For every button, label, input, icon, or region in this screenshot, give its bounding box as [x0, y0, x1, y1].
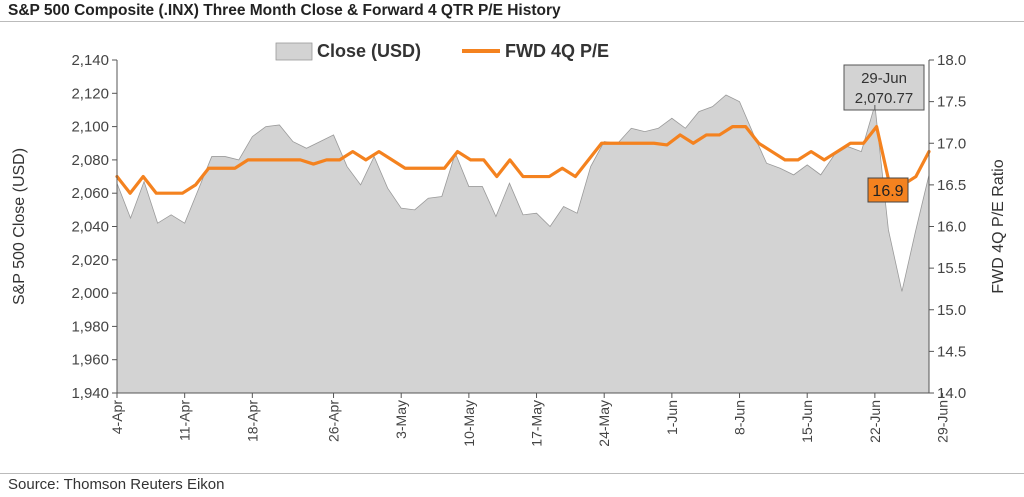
y-tick-label: 1,940: [71, 385, 109, 402]
y2-tick-label: 14.5: [937, 343, 966, 360]
y2-tick-label: 16.0: [937, 219, 966, 236]
close-callout-date: 29-Jun: [861, 70, 907, 87]
y-tick-label: 1,980: [71, 318, 109, 335]
x-tick-label: 11-Apr: [177, 400, 193, 441]
x-tick-label: 24-May: [596, 400, 612, 447]
chart-title: S&P 500 Composite (.INX) Three Month Clo…: [8, 2, 561, 19]
y-tick-label: 2,060: [71, 185, 109, 202]
y-tick-label: 2,040: [71, 219, 109, 236]
y2-axis-title: FWD 4Q P/E Ratio: [990, 159, 1007, 293]
x-tick-label: 29-Jun: [935, 400, 951, 443]
y-tick-label: 2,000: [71, 285, 109, 302]
y2-tick-label: 15.5: [937, 260, 966, 277]
y-tick-label: 2,020: [71, 252, 109, 269]
pe-callout-value: 16.9: [872, 183, 903, 200]
close-callout-value: 2,070.77: [855, 90, 913, 107]
y2-tick-label: 14.0: [937, 385, 966, 402]
y2-tick-label: 17.5: [937, 94, 966, 111]
y-tick-label: 2,080: [71, 152, 109, 169]
x-tick-label: 1-Jun: [664, 400, 680, 435]
x-tick-label: 26-Apr: [326, 400, 342, 442]
y2-tick-label: 15.0: [937, 302, 966, 319]
x-tick-label: 17-May: [529, 400, 545, 447]
x-tick-label: 4-Apr: [109, 400, 125, 435]
x-tick-label: 3-May: [393, 400, 409, 439]
y-axis-title: S&P 500 Close (USD): [11, 148, 28, 305]
y-tick-label: 2,100: [71, 119, 109, 136]
y2-tick-label: 17.0: [937, 135, 966, 152]
x-tick-label: 22-Jun: [867, 400, 883, 443]
x-tick-label: 15-Jun: [799, 400, 815, 443]
pe-line-series: [115, 124, 931, 195]
source-note: Source: Thomson Reuters Eikon: [8, 476, 225, 493]
title-divider: [0, 21, 1024, 22]
y-tick-label: 2,120: [71, 85, 109, 102]
y2-tick-label: 18.0: [937, 52, 966, 69]
x-tick-label: 18-Apr: [244, 400, 260, 442]
x-tick-label: 10-May: [461, 400, 477, 447]
legend-pe-label: FWD 4Q P/E: [505, 41, 609, 61]
y2-tick-label: 16.5: [937, 177, 966, 194]
legend-close-swatch: [275, 42, 313, 61]
legend-close-label: Close (USD): [317, 41, 421, 61]
x-tick-label: 8-Jun: [732, 400, 748, 435]
y-tick-label: 2,140: [71, 52, 109, 69]
y-tick-label: 1,960: [71, 352, 109, 369]
footer-divider: [0, 473, 1024, 474]
close-callout-box: [843, 64, 925, 111]
close-area-series: [116, 94, 930, 394]
pe-callout-box: [867, 177, 909, 203]
